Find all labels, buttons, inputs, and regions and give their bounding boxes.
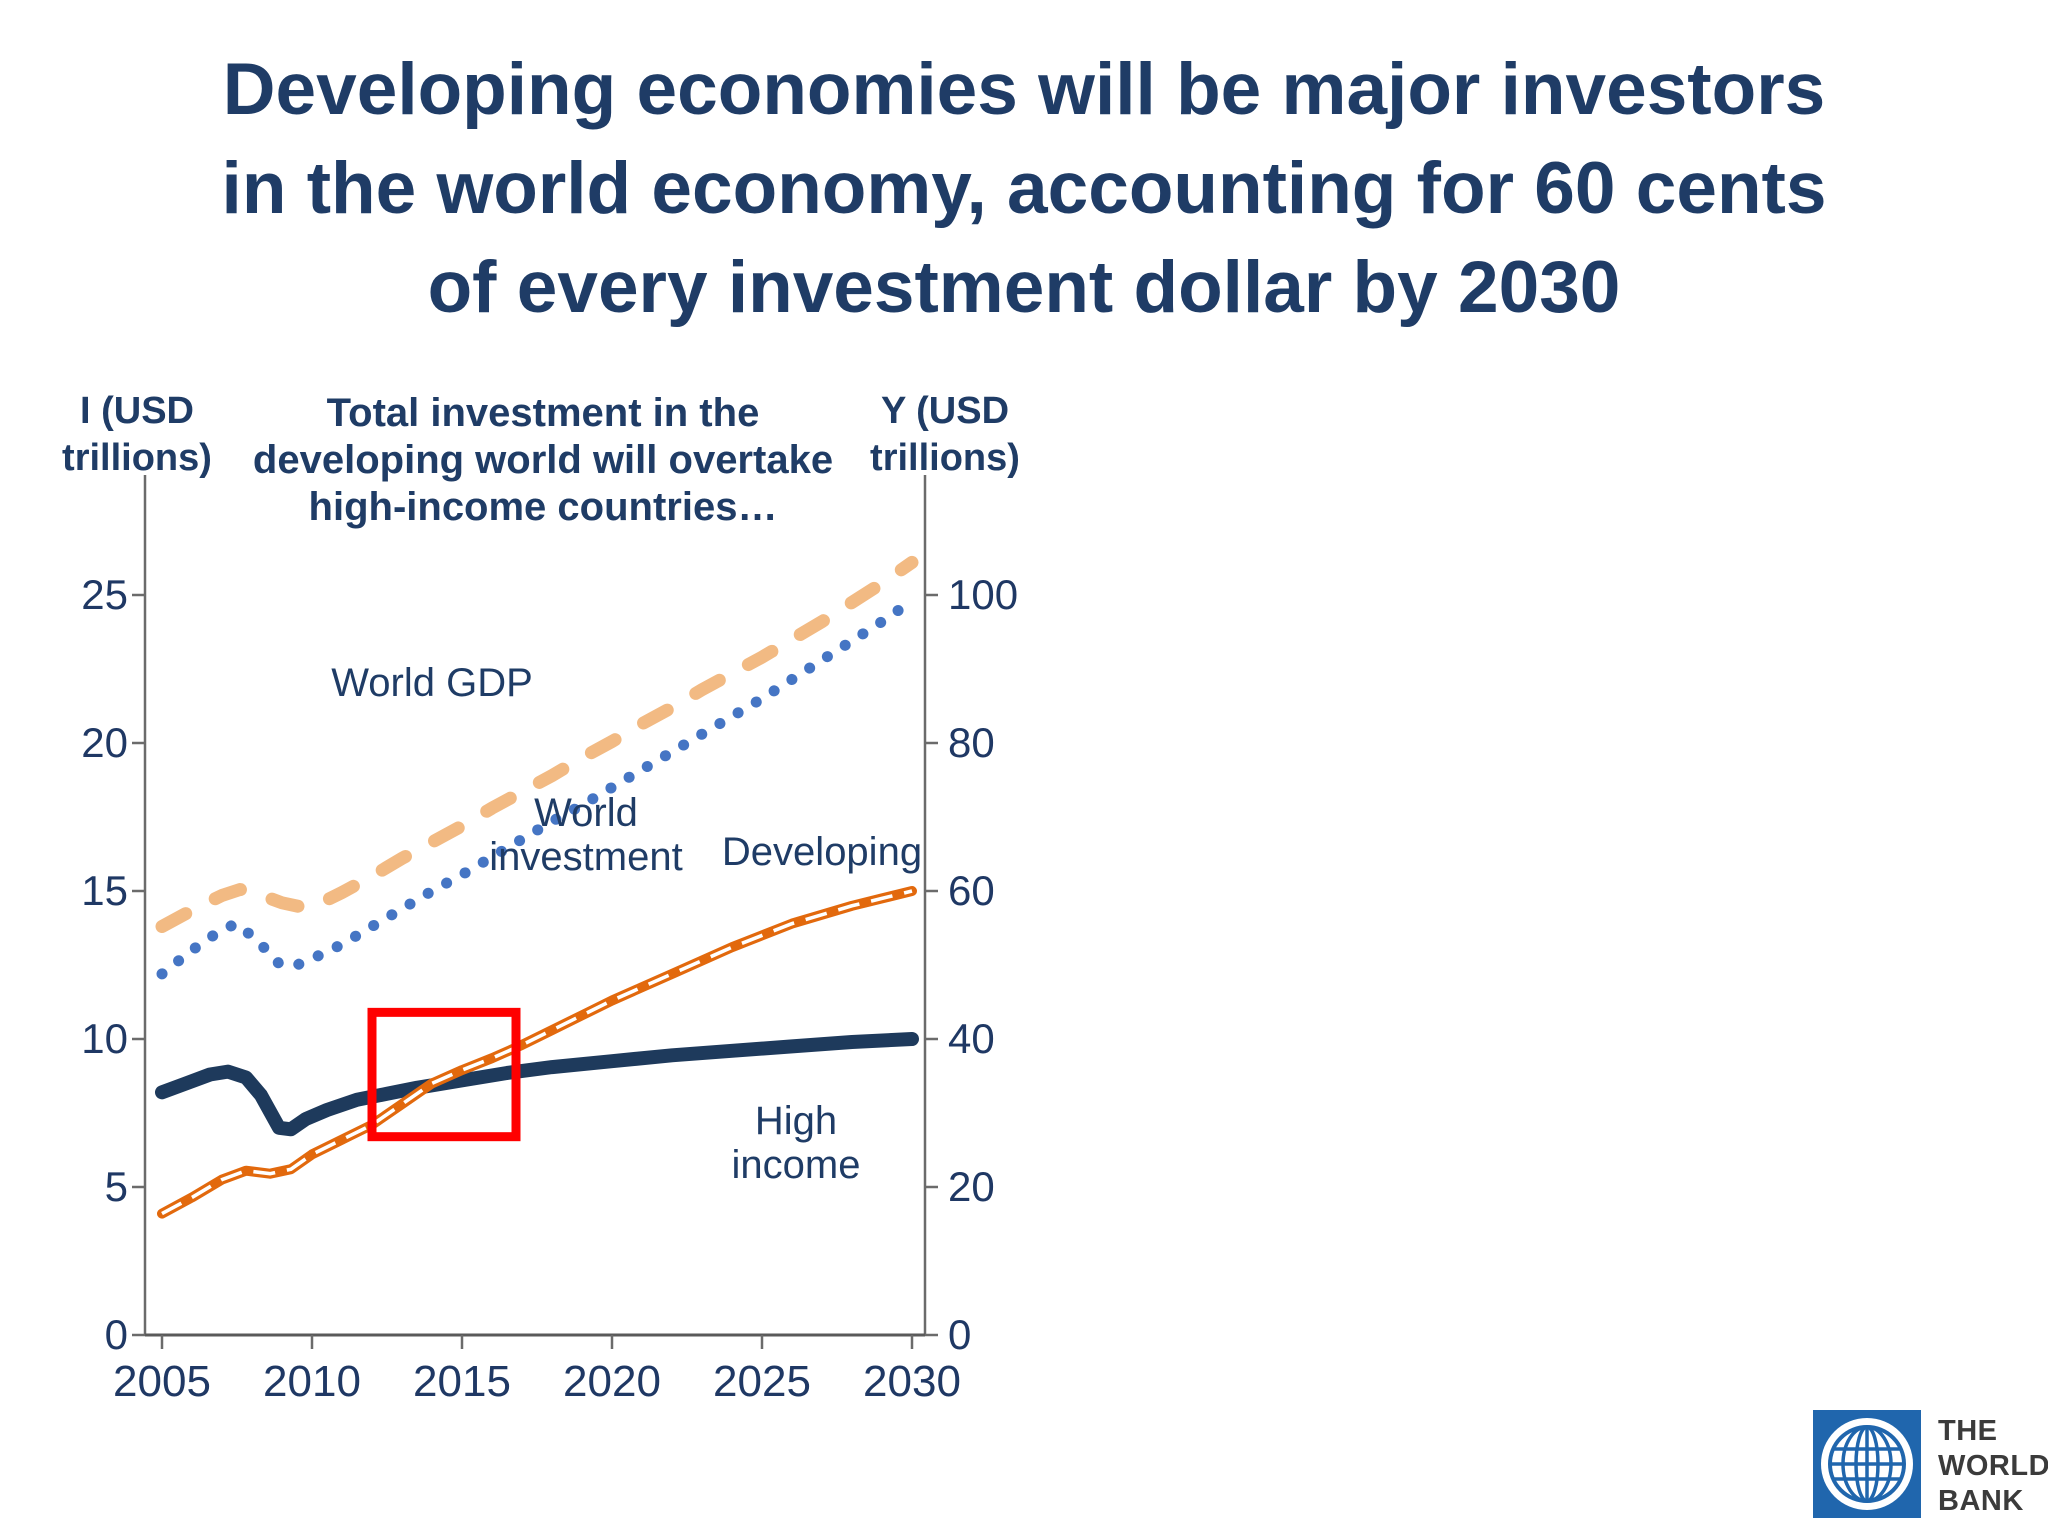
x-tick-2005: 2005: [113, 1357, 211, 1406]
x-axis-tick-labels: 2005 2010 2015 2020 2025 2030: [113, 1357, 961, 1406]
right-axis-tick-labels: 100 80 60 40 20 0: [948, 571, 1018, 1358]
world-gdp-line: [155, 555, 919, 933]
right-tick-100: 100: [948, 571, 1018, 618]
chart-subtitle-line-1: Total investment in the: [326, 391, 760, 435]
wordmark-line-bank: BANK: [1938, 1485, 2024, 1517]
developing-label: Developing: [662, 830, 982, 874]
world-investment-line: [156, 595, 918, 980]
x-tick-2020: 2020: [563, 1357, 661, 1406]
world-investment-label-line-2: investment: [489, 835, 683, 879]
world-investment-label-line-1: World: [534, 791, 638, 835]
developing-line-white-core: [161, 889, 913, 1216]
right-tick-0: 0: [948, 1311, 971, 1358]
left-axis-title-line-2: trillions): [62, 437, 212, 479]
wordmark-line-world: WORLD: [1938, 1450, 2048, 1482]
world-gdp-label: World GDP: [272, 661, 592, 705]
chart-subtitle-line-2: developing world will overtake: [252, 438, 834, 482]
left-axis-title-line-1: I (USD: [80, 390, 194, 432]
world-gdp-label-text: World GDP: [331, 661, 533, 705]
high-income-label-line-1: High: [754, 1099, 838, 1143]
left-tick-10: 10: [81, 1015, 128, 1062]
high-income-label-line-2: income: [731, 1143, 861, 1187]
slide-title-line-3: of every investment dollar by 2030: [427, 247, 1621, 328]
crossover-highlight-box: [367, 1007, 521, 1142]
x-tick-2030: 2030: [863, 1357, 961, 1406]
left-tick-15: 15: [81, 867, 128, 914]
tick-marks: [132, 593, 938, 1349]
left-tick-25: 25: [81, 571, 128, 618]
right-tick-80: 80: [948, 719, 995, 766]
world-bank-wordmark: THE WORLD BANK: [1938, 1414, 2048, 1519]
world-bank-logo: [1813, 1410, 1921, 1518]
right-axis-title: Y (USD trillions): [835, 388, 1055, 482]
slide-title-line-2: in the world economy, accounting for 60 …: [221, 148, 1827, 229]
right-tick-40: 40: [948, 1015, 995, 1062]
x-tick-2015: 2015: [413, 1357, 511, 1406]
chart-subtitle: Total investment in the developing world…: [243, 390, 843, 531]
left-tick-5: 5: [105, 1163, 128, 1210]
wordmark-line-the: THE: [1938, 1415, 1998, 1447]
developing-label-text: Developing: [721, 830, 923, 874]
high-income-label: High income: [636, 1099, 956, 1187]
right-tick-20: 20: [948, 1163, 995, 1210]
world-investment-label: World investment: [426, 791, 746, 879]
left-tick-20: 20: [81, 719, 128, 766]
chart-subtitle-line-3: high-income countries…: [308, 485, 778, 529]
slide-title-line-1: Developing economies will be major inves…: [222, 49, 1826, 130]
slide-title: Developing economies will be major inves…: [64, 40, 1984, 337]
right-axis-title-line-2: trillions): [870, 437, 1020, 479]
x-tick-2010: 2010: [263, 1357, 361, 1406]
left-tick-0: 0: [105, 1311, 128, 1358]
right-axis-title-line-1: Y (USD: [880, 390, 1010, 432]
right-tick-60: 60: [948, 867, 995, 914]
left-axis-tick-labels: 25 20 15 10 5 0: [81, 571, 128, 1358]
x-tick-2025: 2025: [713, 1357, 811, 1406]
left-axis-title: I (USD trillions): [27, 388, 247, 482]
